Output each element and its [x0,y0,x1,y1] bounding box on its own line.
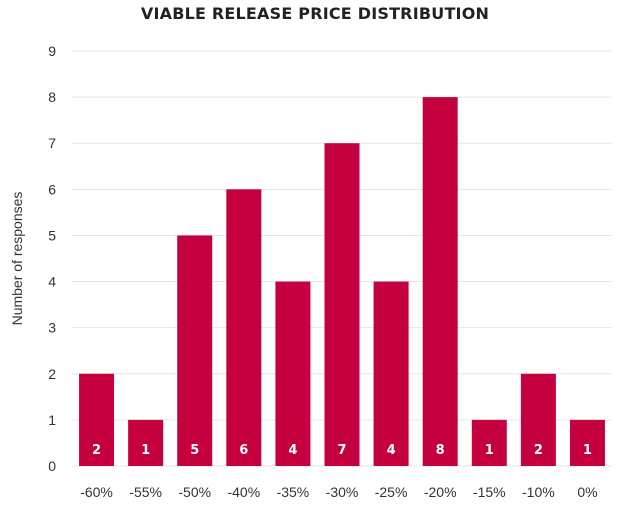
y-tick-label: 7 [48,135,56,151]
x-tick-label: -30% [326,484,359,500]
x-tick-label: -20% [424,484,457,500]
bar [324,143,360,466]
bar-value-label: 2 [92,443,101,458]
bar-value-label: 1 [485,443,494,458]
x-tick-label: -15% [473,484,506,500]
bar [79,373,115,466]
y-tick-label: 1 [48,412,56,428]
bar-value-label: 1 [583,443,592,458]
x-axis-ticks: -60% -55% -50% -40% -35% -30% -25% -20% -15% -10%… [80,484,597,500]
bar [177,235,213,466]
y-tick-label: 0 [48,458,56,474]
y-tick-label: 6 [48,181,56,197]
y-tick-label: 9 [48,43,56,59]
y-tick-label: 3 [48,320,56,336]
x-tick-label: -10% [522,484,555,500]
bar [226,189,262,467]
y-tick-label: 8 [48,89,56,105]
bar [569,419,605,466]
x-tick-label: -60% [80,484,113,500]
bar-value-label: 5 [190,443,199,458]
bar [471,419,507,466]
bar [422,97,458,466]
bar-value-label: 6 [239,443,248,458]
x-tick-label: -35% [277,484,310,500]
x-tick-label: 0% [577,484,597,500]
x-tick-label: -25% [375,484,408,500]
bar [128,419,164,466]
bar-value-label: 4 [288,443,297,458]
bar-value-label: 8 [436,443,445,458]
bar-value-label: 1 [141,443,150,458]
x-tick-label: -55% [129,484,162,500]
bar [275,281,311,466]
y-tick-label: 2 [48,366,56,382]
bar [520,373,556,466]
y-axis-ticks: 0 1 2 3 4 5 6 7 8 9 [48,43,56,474]
y-tick-label: 4 [48,274,56,290]
bar-value-label: 4 [387,443,396,458]
chart-title: VIABLE RELEASE PRICE DISTRIBUTION [140,4,490,23]
bar [373,281,409,466]
x-tick-label: -50% [178,484,211,500]
y-axis-label: Number of responses [9,192,25,326]
y-tick-label: 5 [48,227,56,243]
bar-value-label: 2 [534,443,543,458]
x-tick-label: -40% [227,484,260,500]
bar-value-label: 7 [337,443,346,458]
